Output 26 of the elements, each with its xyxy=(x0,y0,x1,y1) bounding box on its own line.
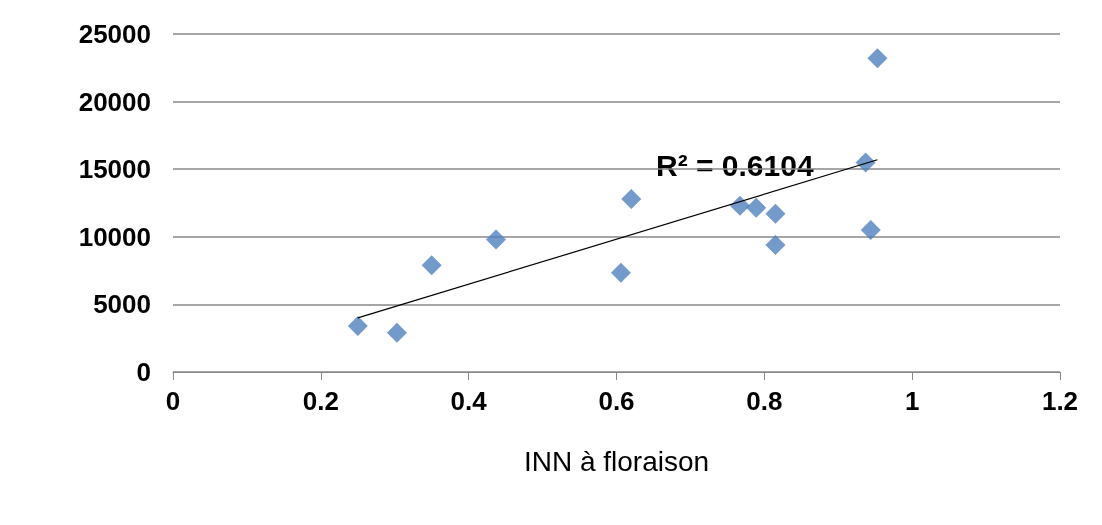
point xyxy=(486,229,507,250)
point xyxy=(386,322,407,343)
point xyxy=(765,234,786,255)
point xyxy=(765,203,786,224)
x-tick-label: 0.4 xyxy=(450,386,488,416)
x-tick-label: 0.2 xyxy=(302,386,339,416)
x-tick-label: 0.8 xyxy=(746,386,783,416)
y-tick-label: 15000 xyxy=(78,154,151,185)
y-tick-label: 10000 xyxy=(78,221,151,252)
point xyxy=(621,188,642,209)
point xyxy=(610,262,631,283)
point xyxy=(421,255,442,276)
x-tick-label: 1 xyxy=(904,386,920,416)
point xyxy=(746,197,767,218)
point xyxy=(867,48,888,69)
y-tick-label: 0 xyxy=(136,357,151,387)
y-tick-label: 20000 xyxy=(78,86,151,117)
x-axis-title: INN à floraison xyxy=(523,445,710,477)
x-tick-label: 0 xyxy=(165,386,181,416)
point xyxy=(860,220,881,241)
y-tick-label: 25000 xyxy=(78,19,151,49)
x-tick-label: 0.6 xyxy=(598,386,635,416)
point xyxy=(347,316,368,337)
x-tick-label: 1.2 xyxy=(1041,386,1079,416)
y-tick-label: 5000 xyxy=(93,289,151,320)
annotation: R² = 0.6104 xyxy=(656,148,814,182)
